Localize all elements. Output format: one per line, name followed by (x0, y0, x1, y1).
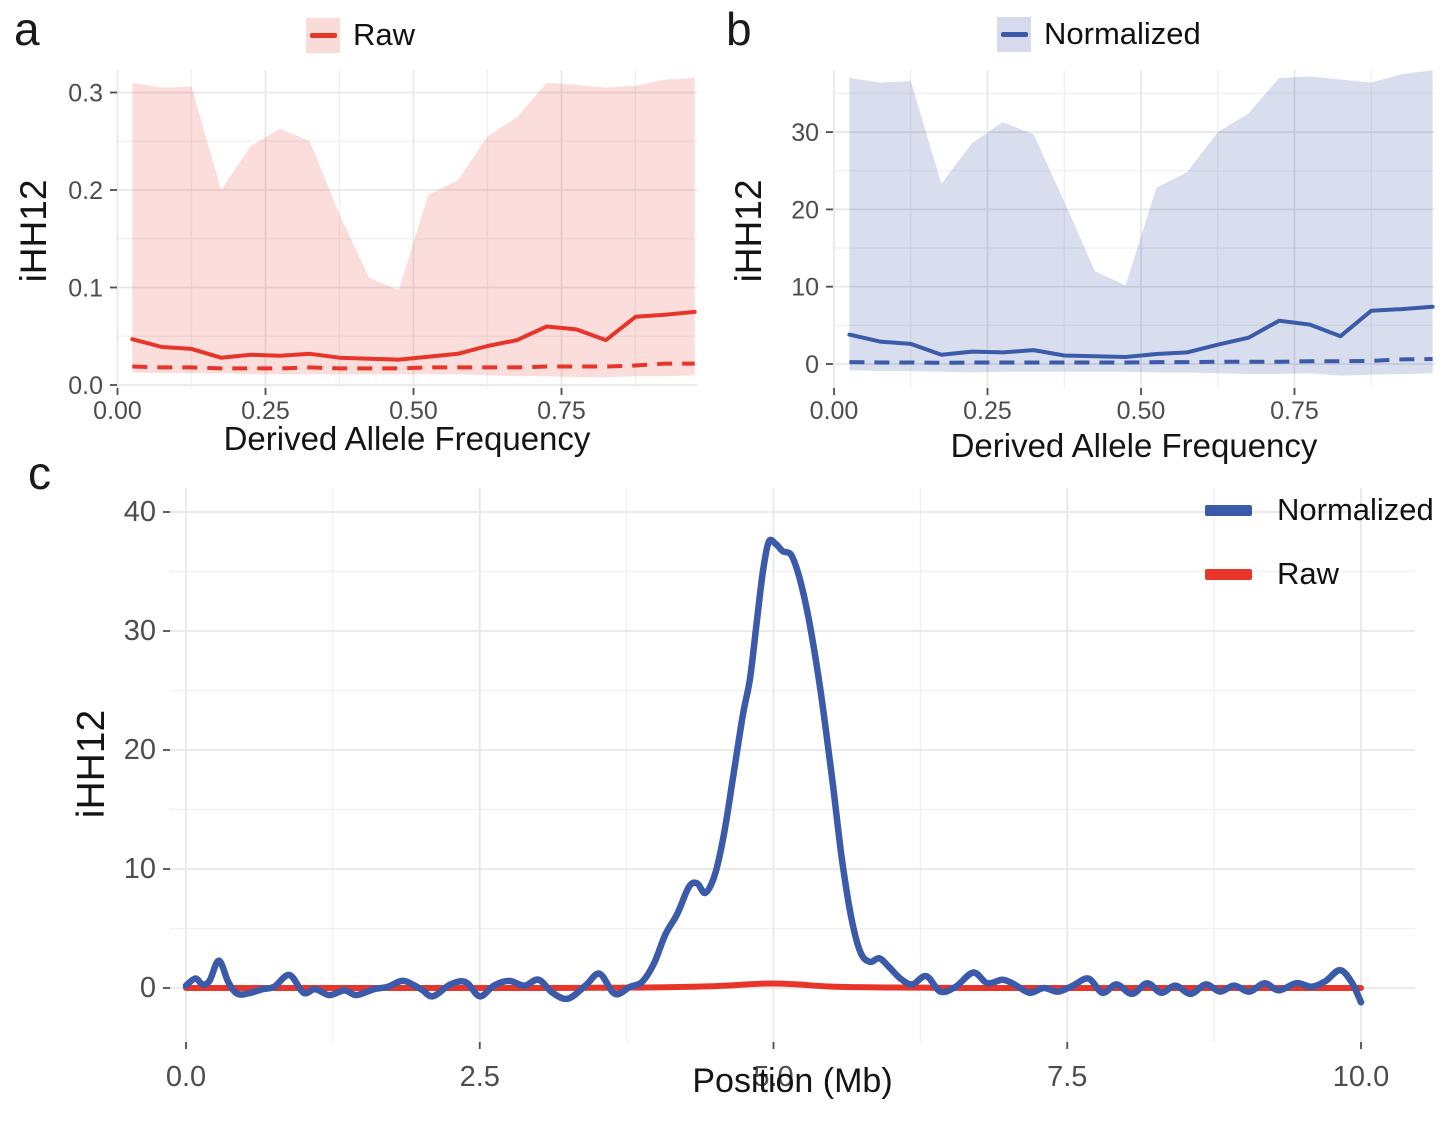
x-tick-label: 0.0 (166, 1061, 206, 1093)
panel-a-dashed-line (132, 361, 695, 371)
y-tick-label: 0.0 (68, 372, 103, 400)
panel-a-mean-line (130, 309, 697, 362)
panel-c-legend: Normalized Raw (1205, 492, 1434, 592)
panel-label-a: a (14, 3, 40, 55)
x-tick-label: 0.50 (389, 397, 438, 425)
x-tick-label: 10.0 (1333, 1061, 1389, 1093)
legend-normalized: Normalized (997, 16, 1201, 52)
x-tick-label: 0.00 (810, 397, 859, 425)
panel-b-chart: 0.00 0.25 0.50 0.75 0 10 20 30 (791, 70, 1435, 425)
panel-b-mean-line (847, 304, 1435, 359)
y-tick-label: 40 (124, 496, 156, 528)
legend-normalized-label: Normalized (1044, 16, 1201, 51)
x-tick-label: 0.25 (241, 397, 290, 425)
x-tick-label: 0.25 (963, 397, 1012, 425)
legend-key-raw-line (309, 32, 337, 38)
gridlines (116, 70, 697, 388)
y-tick-label: 0 (140, 972, 156, 1004)
x-tick-label: 0.00 (93, 397, 142, 425)
panel-b-x-axis-label: Derived Allele Frequency (950, 427, 1318, 464)
panel-label-b: b (726, 3, 752, 55)
series-line-normalized (182, 536, 1365, 1006)
panel-label-c: c (28, 447, 51, 499)
x-tick-label: 5.0 (753, 1061, 793, 1093)
raw-line-swatch (1205, 568, 1252, 580)
legend-row-normalized: Normalized (1205, 492, 1434, 528)
panel-a-y-axis-label: iHH12 (13, 179, 54, 283)
y-tick-label: 20 (791, 196, 819, 224)
legend-key-raw (306, 17, 340, 53)
legend-raw-label: Raw (353, 17, 416, 52)
y-tick-label: 0.1 (68, 275, 103, 303)
panel-c-chart: 0.0 2.5 5.0 7.5 10.0 0 10 20 30 40 (124, 488, 1415, 1093)
y-tick-label: 0.2 (68, 177, 103, 205)
x-tick-label: 0.75 (1270, 397, 1319, 425)
x-tick-label: 7.5 (1047, 1061, 1087, 1093)
panel-c-x-axis-label: Position (Mb) (692, 1062, 893, 1100)
panel-b-ribbon (849, 70, 1433, 376)
legend-key-normalized-line (1000, 31, 1028, 37)
panel-a-x-axis-label: Derived Allele Frequency (223, 420, 591, 457)
y-tick-label: 10 (124, 853, 156, 885)
y-tick-label: 0 (805, 351, 819, 379)
x-tick-label: 0.75 (537, 397, 586, 425)
panel-b-dashed-line (849, 357, 1433, 365)
y-tick-label: 0.3 (68, 80, 103, 108)
x-tick-label: 2.5 (460, 1061, 500, 1093)
y-tick-label: 10 (791, 274, 819, 302)
legend-c-normalized-label: Normalized (1277, 492, 1434, 527)
legend-key-normalized (997, 16, 1031, 52)
y-tick-label: 30 (124, 615, 156, 647)
y-tick-label: 30 (791, 119, 819, 147)
legend-raw: Raw (306, 17, 415, 53)
legend-c-raw-label: Raw (1277, 556, 1340, 591)
y-tick-label: 20 (124, 734, 156, 766)
panel-c-y-axis-label: iHH12 (70, 709, 113, 819)
legend-row-raw: Raw (1205, 556, 1434, 592)
panel-b-y-axis-label: iHH12 (728, 179, 769, 283)
x-tick-label: 0.50 (1117, 397, 1166, 425)
normalized-line-swatch (1205, 504, 1252, 516)
panel-a-chart: 0.00 0.25 0.50 0.75 0.0 0.1 0.2 0.3 (68, 70, 697, 425)
panel-a-ribbon (132, 77, 695, 378)
